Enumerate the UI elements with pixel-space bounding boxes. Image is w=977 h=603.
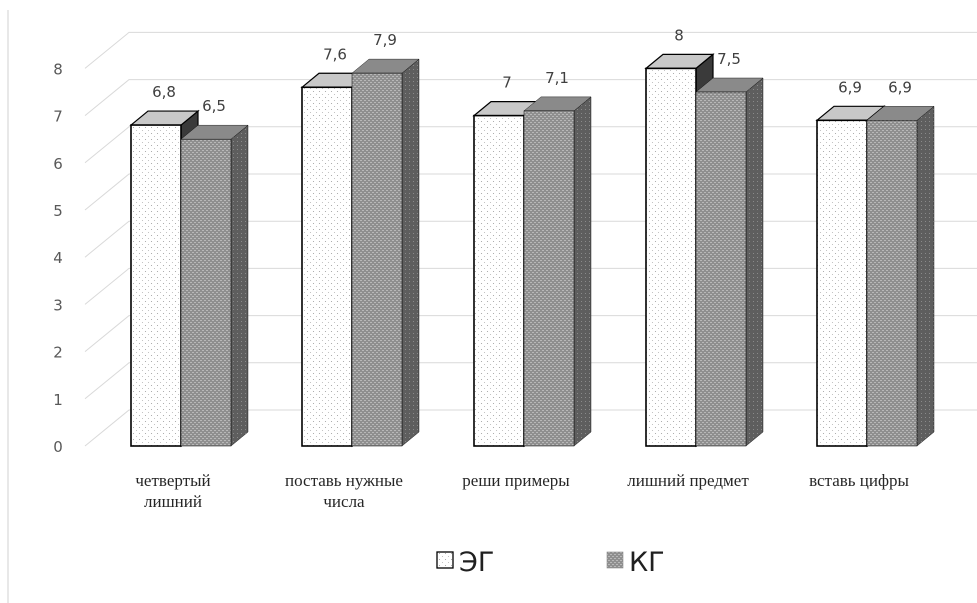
x-tick-label: поставь нужные числа — [285, 471, 403, 511]
data-label: 7,1 — [545, 69, 569, 87]
gridlines — [7, 10, 977, 603]
legend-item: КГ — [606, 547, 665, 578]
y-tick-label: 7 — [53, 108, 63, 126]
data-label: 7,5 — [717, 50, 741, 68]
legend: ЭГ КГ — [436, 547, 665, 578]
bar-front — [180, 138, 232, 447]
y-tick-label: 3 — [53, 296, 63, 314]
bar-front — [645, 67, 697, 447]
y-tick-label: 5 — [53, 202, 63, 220]
bar-front — [351, 72, 403, 447]
gridline — [84, 31, 977, 69]
data-label: 7 — [502, 74, 512, 92]
x-tick-label: четвертый лишний — [135, 471, 210, 511]
bar-front — [816, 119, 868, 447]
data-label: 6,8 — [152, 83, 176, 101]
data-label: 6,5 — [202, 97, 226, 115]
bar-kg — [523, 96, 592, 447]
legend-label: ЭГ — [459, 547, 494, 578]
x-tick-label: реши примеры — [462, 471, 570, 490]
bar-side — [745, 77, 764, 447]
bar-front — [695, 91, 747, 447]
bar-kg — [180, 124, 249, 447]
legend-item: ЭГ — [436, 547, 494, 578]
bar-side — [401, 58, 420, 447]
y-tick-label: 2 — [53, 344, 63, 362]
bar-front — [523, 110, 575, 447]
x-axis-category-labels: четвертый лишний поставь нужные числа реши п… — [135, 471, 909, 511]
y-tick-label: 1 — [53, 391, 63, 409]
x-tick-label: вставь цифры — [809, 471, 909, 490]
y-tick-label: 0 — [53, 438, 63, 456]
data-label: 7,6 — [323, 45, 347, 63]
bar-side — [573, 96, 592, 447]
legend-swatch — [606, 551, 624, 569]
data-labels: 6,8 6,5 7,6 7,9 7 7,1 8 7,5 6,9 6,9 — [152, 26, 912, 115]
data-label: 7,9 — [373, 31, 397, 49]
bar-front — [473, 114, 525, 447]
data-label: 6,9 — [888, 78, 912, 96]
bar-kg — [351, 58, 420, 447]
bars — [129, 53, 935, 448]
bar-front — [130, 124, 182, 447]
data-label: 8 — [674, 26, 684, 44]
y-axis-tick-labels: 0 1 2 3 4 5 6 7 8 — [53, 60, 63, 456]
bar-kg — [695, 77, 764, 447]
bar-side — [230, 124, 249, 447]
bar-kg — [866, 105, 935, 447]
bar-front — [866, 120, 918, 447]
legend-label: КГ — [629, 547, 665, 578]
x-tick-label: лишний предмет — [627, 471, 749, 490]
y-tick-label: 8 — [53, 60, 63, 78]
data-label: 6,9 — [838, 78, 862, 96]
legend-swatch — [436, 551, 454, 569]
bar-front — [301, 86, 353, 447]
y-tick-label: 6 — [53, 155, 63, 173]
y-tick-label: 4 — [53, 249, 63, 267]
bar-side — [916, 105, 935, 447]
